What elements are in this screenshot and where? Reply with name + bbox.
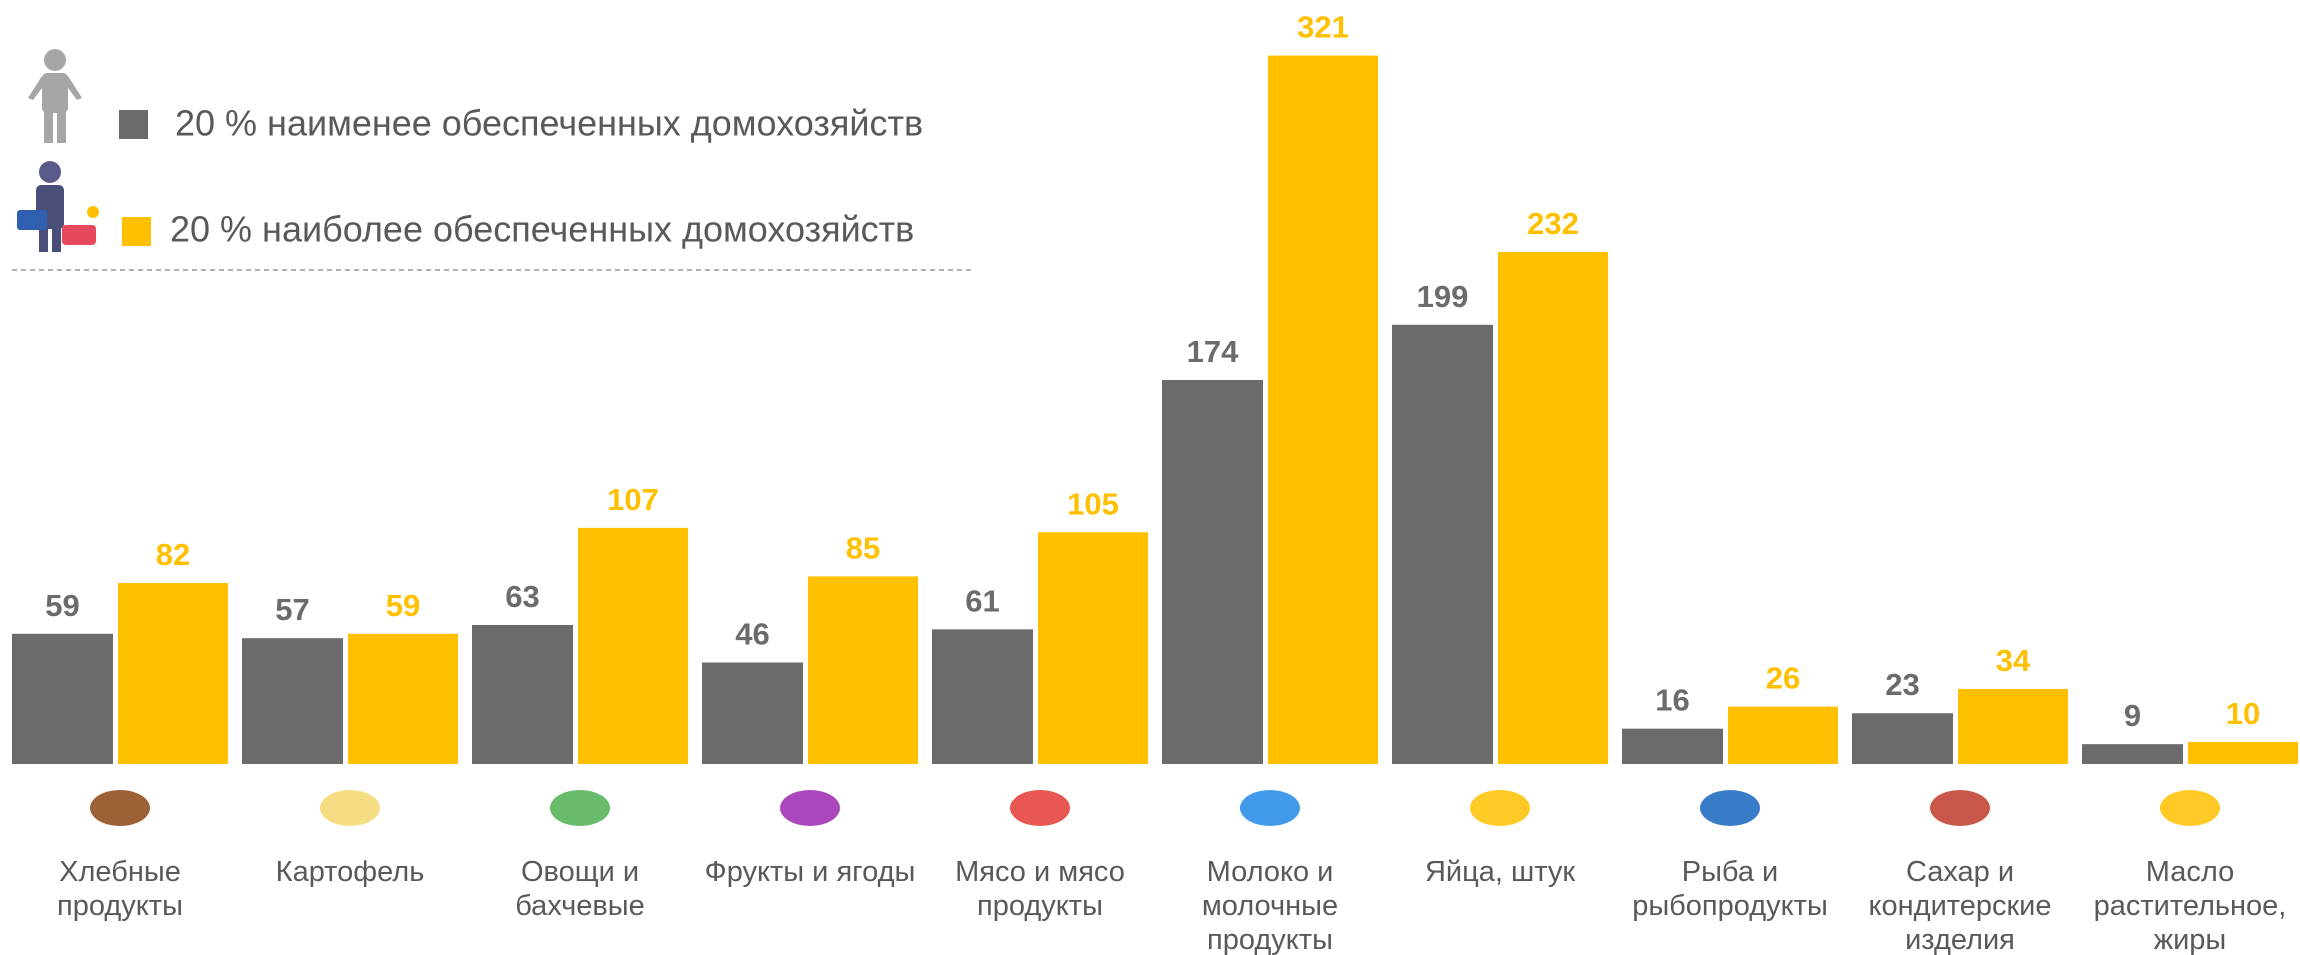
bar xyxy=(1268,55,1378,765)
category-icon xyxy=(1470,790,1530,826)
value-label: 59 xyxy=(45,588,79,623)
value-label: 174 xyxy=(1187,334,1239,369)
category-label: Сахар и кондитерские изделия xyxy=(1868,856,2052,955)
bar xyxy=(1958,688,2068,764)
category-label: Молоко и молочные продукты xyxy=(1201,856,1339,955)
bar xyxy=(2082,744,2183,764)
bar xyxy=(118,583,228,764)
bar xyxy=(1852,713,1953,764)
category-icon xyxy=(90,790,150,826)
category-label: Яйца, штук xyxy=(1424,856,1576,888)
bar xyxy=(932,629,1033,764)
category-label: Масло растительное, жиры xyxy=(2093,856,2287,955)
bar xyxy=(1622,728,1723,764)
value-label: 107 xyxy=(607,482,659,517)
value-label: 23 xyxy=(1885,667,1919,702)
category-icon xyxy=(780,790,840,826)
bar xyxy=(12,633,113,764)
value-label: 57 xyxy=(275,592,309,627)
bar xyxy=(808,576,918,764)
category-label: Фрукты и ягоды xyxy=(704,856,916,888)
legend-swatch xyxy=(122,217,151,246)
value-label: 199 xyxy=(1417,279,1469,314)
value-label: 82 xyxy=(156,537,190,572)
value-label: 26 xyxy=(1766,661,1800,696)
icon-poor-person xyxy=(28,49,82,143)
bar xyxy=(1038,532,1148,764)
category-label: Картофель xyxy=(275,856,425,888)
category-icon xyxy=(550,790,610,826)
value-label: 16 xyxy=(1655,683,1689,718)
category-label: Хлебные продукты xyxy=(57,856,183,922)
value-label: 34 xyxy=(1996,643,2031,678)
bar xyxy=(1498,251,1608,764)
value-label: 10 xyxy=(2226,696,2260,731)
value-label: 59 xyxy=(386,588,420,623)
category-icon xyxy=(320,790,380,826)
bar xyxy=(348,633,458,764)
category-icon xyxy=(2160,790,2220,826)
value-label: 85 xyxy=(846,530,880,565)
bar xyxy=(242,638,343,764)
category-icon xyxy=(1010,790,1070,826)
value-label: 9 xyxy=(2124,698,2141,733)
legend-swatch xyxy=(119,110,148,139)
category-icon xyxy=(1930,790,1990,826)
legend-label: 20 % наименее обеспеченных домохозяйств xyxy=(175,103,923,144)
bar xyxy=(1162,379,1263,764)
category-icon xyxy=(1240,790,1300,826)
icon-rich-person xyxy=(17,161,99,252)
value-label: 232 xyxy=(1527,206,1579,241)
value-label: 61 xyxy=(965,583,999,618)
value-label: 63 xyxy=(505,579,539,614)
category-label: Овощи и бахчевые xyxy=(515,856,645,922)
category-icon xyxy=(1700,790,1760,826)
value-label: 321 xyxy=(1297,10,1349,45)
category-label: Рыба и рыбопродукты xyxy=(1632,856,1828,922)
bar xyxy=(2188,741,2298,764)
bar xyxy=(1728,706,1838,764)
bar xyxy=(472,624,573,764)
bar xyxy=(1392,324,1493,764)
bar xyxy=(702,662,803,764)
value-label: 105 xyxy=(1067,486,1119,521)
category-label: Мясо и мясо продукты xyxy=(955,856,1125,922)
value-label: 46 xyxy=(735,616,769,651)
legend-label: 20 % наиболее обеспеченных домохозяйств xyxy=(170,209,914,250)
bar xyxy=(578,527,688,764)
